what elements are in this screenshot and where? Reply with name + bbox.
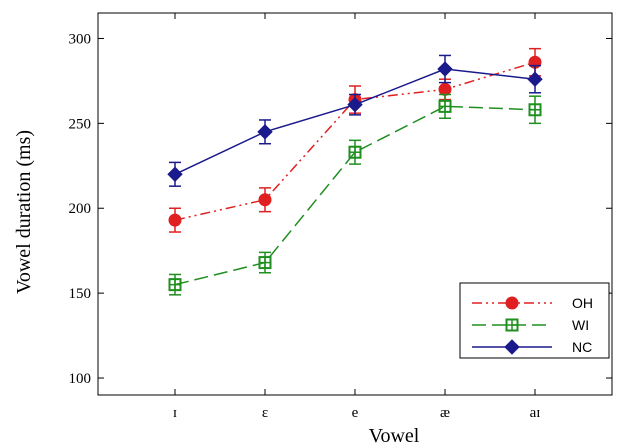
y-tick-label: 250	[69, 116, 92, 132]
legend-entry-nc: NC	[472, 339, 592, 355]
legend-label: NC	[572, 339, 592, 355]
x-tick-label: aɪ	[530, 405, 541, 421]
x-axis-title: Vowel	[369, 425, 420, 447]
data-point	[528, 103, 542, 117]
data-point	[437, 61, 453, 77]
legend-label: OH	[572, 295, 593, 311]
data-point	[258, 256, 272, 270]
data-point	[527, 71, 543, 87]
data-point	[347, 96, 363, 113]
data-point	[168, 278, 182, 292]
legend-marker	[505, 318, 519, 332]
data-point	[257, 124, 273, 140]
x-axis: ɪ ɛ e æ aɪ	[173, 13, 541, 421]
series-wi	[168, 93, 542, 296]
legend-entry-oh: OH	[472, 295, 593, 311]
legend-marker	[505, 296, 519, 310]
y-axis: 100 150 200 250 300	[69, 31, 612, 387]
data-point	[168, 213, 182, 227]
data-point	[258, 193, 272, 207]
legend-marker	[504, 339, 520, 355]
y-axis-title: Vowel duration (ms)	[13, 130, 35, 294]
x-tick-label: æ	[440, 405, 450, 421]
legend-label: WI	[572, 317, 589, 333]
legend-entry-wi: WI	[472, 317, 589, 333]
series-layer	[167, 47, 543, 296]
x-tick-label: ɛ	[262, 405, 268, 421]
y-tick-label: 200	[69, 201, 92, 217]
legend: OH WI NC	[459, 282, 610, 359]
data-point	[438, 82, 452, 96]
series-line	[174, 61, 536, 221]
series-line	[174, 105, 536, 286]
y-tick-label: 100	[69, 371, 92, 387]
data-point	[167, 166, 183, 182]
data-point	[438, 99, 452, 113]
legend-box	[459, 282, 610, 359]
x-tick-label: ɪ	[173, 405, 177, 421]
x-tick-label: e	[352, 405, 359, 421]
y-tick-label: 300	[69, 31, 92, 47]
y-tick-label: 150	[69, 286, 92, 302]
series-nc	[167, 54, 543, 187]
data-point	[348, 145, 362, 159]
